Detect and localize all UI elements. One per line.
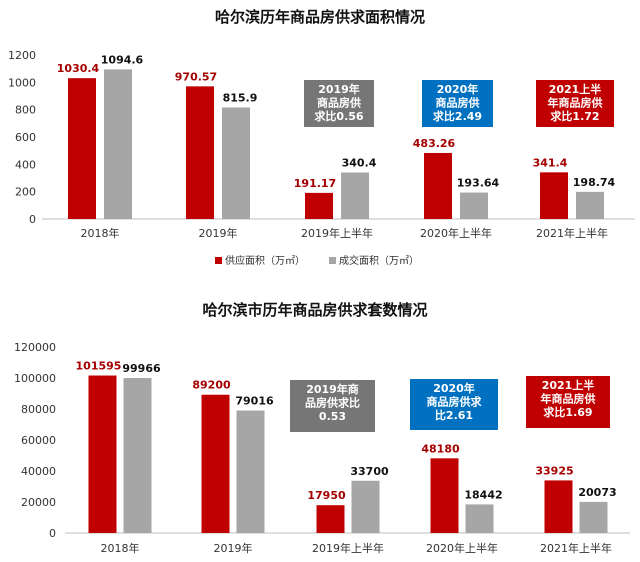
ratio-annotation-text: 年商品房供	[541, 392, 596, 406]
bar-supply	[424, 152, 452, 219]
data-label: 193.64	[457, 177, 500, 190]
x-tick-label: 2018年	[81, 226, 120, 240]
ratio-annotation-text: 年商品房供	[548, 96, 603, 110]
y-tick-label: 60000	[21, 434, 56, 447]
bar-deal	[222, 107, 250, 219]
data-label: 18442	[464, 488, 502, 501]
legend-label-deal: 成交面积（万㎡）	[339, 254, 419, 267]
bar-supply	[201, 394, 230, 533]
ratio-annotation-text: 商品房供	[436, 96, 480, 110]
legend-label-supply: 供应面积（万㎡）	[225, 254, 305, 267]
data-label: 970.57	[175, 70, 217, 83]
ratio-annotation-text: 2019年商	[306, 382, 359, 396]
bar-supply	[430, 458, 459, 533]
x-tick-label: 2020年上半年	[420, 226, 492, 240]
bar-supply	[316, 505, 345, 533]
y-tick-label: 0	[49, 527, 56, 540]
data-label: 191.17	[294, 177, 336, 190]
data-label: 33700	[350, 465, 389, 478]
y-tick-label: 200	[15, 186, 36, 199]
x-tick-label: 2021年上半年	[540, 541, 612, 555]
ratio-annotation-box	[422, 80, 493, 127]
bar-deal	[341, 172, 369, 219]
bar-supply	[540, 172, 568, 219]
bar-supply	[305, 192, 333, 219]
x-tick-label: 2020年上半年	[426, 541, 498, 555]
ratio-annotation-box	[290, 380, 375, 432]
chart-title-area: 哈尔滨历年商品房供求面积情况	[215, 8, 425, 26]
ratio-annotation-text: 2021上半	[549, 82, 602, 96]
data-label: 79016	[235, 395, 274, 408]
ratio-annotation-text: 商品房供求	[427, 395, 483, 409]
data-label: 341.4	[533, 156, 568, 169]
y-tick-label: 1200	[8, 49, 36, 62]
data-label: 483.26	[413, 137, 456, 150]
ratio-annotation-text: 求比1.69	[543, 405, 592, 419]
data-label: 20073	[578, 486, 616, 499]
legend-swatch-supply	[215, 257, 222, 264]
data-label: 89200	[192, 379, 231, 392]
y-tick-label: 100000	[14, 372, 56, 385]
ratio-annotation-box	[526, 376, 610, 428]
data-label: 101595	[76, 360, 122, 373]
ratio-annotation-text: 求比0.56	[314, 109, 363, 123]
y-tick-label: 40000	[21, 465, 56, 478]
data-label: 17950	[307, 489, 346, 502]
ratio-annotation-text: 求比1.72	[550, 109, 599, 123]
ratio-annotation-text: 0.53	[319, 410, 346, 423]
legend-swatch-deal	[329, 257, 336, 264]
bar-supply	[68, 78, 96, 219]
ratio-annotation-box	[410, 379, 498, 430]
x-tick-label: 2019年	[199, 226, 238, 240]
legend: 供应面积（万㎡） 成交面积（万㎡）	[215, 254, 419, 267]
ratio-annotation-text: 品房供求比	[305, 396, 360, 410]
data-label: 1094.6	[101, 53, 144, 66]
data-label: 198.74	[573, 176, 616, 189]
data-label: 340.4	[342, 156, 377, 169]
data-label: 33925	[535, 464, 573, 477]
data-label: 48180	[421, 442, 460, 455]
data-label: 1030.4	[57, 62, 100, 75]
ratio-annotation-text: 商品房供	[317, 96, 361, 110]
bar-deal	[576, 191, 604, 219]
bar-supply	[186, 86, 214, 219]
y-tick-label: 0	[29, 213, 36, 226]
chart-title-units: 哈尔滨市历年商品房供求套数情况	[202, 301, 427, 319]
ratio-annotation-box	[304, 80, 374, 127]
ratio-annotation-text: 2021上半	[542, 378, 595, 392]
bar-deal	[465, 504, 494, 533]
data-label: 99966	[122, 362, 161, 375]
y-tick-label: 400	[15, 158, 36, 171]
ratio-annotation-text: 2019年	[318, 82, 360, 96]
y-tick-label: 600	[15, 131, 36, 144]
ratio-annotation-text: 2020年	[433, 381, 475, 395]
y-tick-label: 1000	[8, 76, 36, 89]
bar-deal	[460, 192, 488, 219]
x-tick-label: 2021年上半年	[536, 226, 608, 240]
ratio-annotation-text: 2020年	[437, 82, 479, 96]
x-tick-label: 2019年	[214, 541, 253, 555]
x-tick-label: 2019年上半年	[301, 226, 373, 240]
y-tick-label: 80000	[21, 403, 56, 416]
x-tick-label: 2019年上半年	[312, 541, 384, 555]
x-tick-label: 2018年	[101, 541, 140, 555]
y-tick-label: 120000	[14, 341, 56, 354]
bar-supply	[88, 375, 117, 533]
bar-supply	[544, 480, 573, 533]
bar-deal	[236, 410, 265, 533]
ratio-annotation-text: 比2.61	[435, 408, 473, 422]
ratio-annotation-box	[536, 80, 614, 127]
ratio-annotation-text: 求比2.49	[433, 109, 482, 123]
y-tick-label: 20000	[21, 496, 56, 509]
data-label: 815.9	[223, 91, 258, 104]
bar-deal	[351, 480, 380, 533]
bar-deal	[104, 69, 132, 219]
bar-deal	[123, 378, 152, 533]
bar-deal	[579, 501, 608, 533]
y-tick-label: 800	[15, 104, 36, 117]
